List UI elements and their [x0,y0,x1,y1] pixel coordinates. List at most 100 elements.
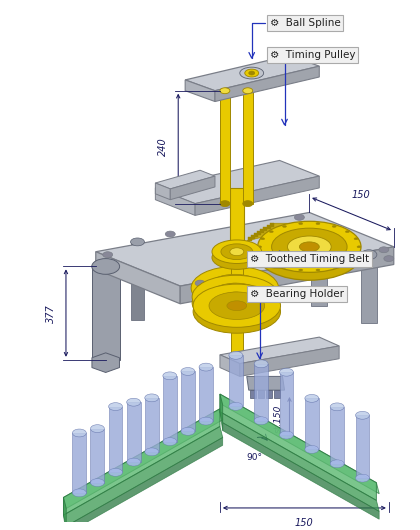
Ellipse shape [258,222,361,272]
Polygon shape [96,213,394,286]
Polygon shape [63,498,66,530]
Ellipse shape [163,438,177,446]
Ellipse shape [92,259,120,275]
Polygon shape [145,398,159,452]
Polygon shape [250,390,256,398]
Ellipse shape [131,238,144,246]
Ellipse shape [199,363,213,371]
Ellipse shape [90,479,105,487]
Ellipse shape [240,67,264,79]
Ellipse shape [72,429,86,437]
Ellipse shape [280,431,294,439]
Polygon shape [72,433,86,493]
Polygon shape [330,407,344,464]
Ellipse shape [225,283,245,293]
Ellipse shape [261,254,265,256]
Polygon shape [199,367,213,421]
Polygon shape [251,235,255,239]
Ellipse shape [287,236,331,258]
Polygon shape [155,161,319,204]
Polygon shape [260,229,264,233]
Text: 150: 150 [295,518,314,528]
Ellipse shape [258,229,361,280]
Ellipse shape [145,394,159,402]
Text: 377: 377 [46,304,56,323]
Polygon shape [270,223,274,227]
Bar [92,267,120,360]
Polygon shape [220,394,223,430]
Ellipse shape [249,71,255,75]
Ellipse shape [299,269,303,271]
Ellipse shape [272,228,347,266]
Ellipse shape [305,394,319,402]
Polygon shape [247,223,319,241]
Polygon shape [66,437,223,530]
Polygon shape [355,416,370,478]
Polygon shape [240,346,339,376]
Ellipse shape [330,460,344,467]
Polygon shape [185,80,215,102]
Ellipse shape [163,372,177,379]
Polygon shape [267,225,270,229]
Ellipse shape [245,69,259,77]
Polygon shape [155,188,195,215]
Ellipse shape [355,411,370,419]
Ellipse shape [345,261,349,263]
Polygon shape [170,176,215,200]
Text: 90°: 90° [247,453,262,462]
Polygon shape [181,372,195,431]
Polygon shape [215,66,319,102]
Ellipse shape [229,402,243,410]
Ellipse shape [294,215,304,220]
Ellipse shape [345,231,349,233]
Ellipse shape [127,398,141,406]
Polygon shape [63,427,223,526]
Ellipse shape [332,225,336,227]
Polygon shape [230,188,244,267]
Ellipse shape [361,250,377,260]
Polygon shape [90,429,105,483]
Polygon shape [96,252,180,304]
Polygon shape [63,409,220,515]
Polygon shape [220,355,240,376]
Polygon shape [92,353,119,373]
Bar [361,255,377,323]
Polygon shape [163,376,177,441]
Ellipse shape [355,474,370,482]
Text: 150: 150 [352,190,370,200]
Polygon shape [231,267,243,360]
Ellipse shape [280,368,294,376]
Text: ⚙  Timing Pulley: ⚙ Timing Pulley [270,50,355,60]
Ellipse shape [299,223,303,225]
Polygon shape [155,183,170,200]
Ellipse shape [384,255,394,261]
Ellipse shape [230,248,244,255]
Ellipse shape [227,301,247,311]
Ellipse shape [181,367,195,375]
Ellipse shape [192,281,280,324]
Ellipse shape [181,427,195,435]
Ellipse shape [354,238,358,240]
Ellipse shape [109,469,123,476]
Ellipse shape [379,247,389,253]
Text: st.150: st.150 [273,404,283,433]
Ellipse shape [193,290,281,333]
Ellipse shape [209,292,265,320]
Ellipse shape [261,238,265,240]
Polygon shape [220,394,376,500]
Ellipse shape [221,244,253,260]
Ellipse shape [305,446,319,453]
Polygon shape [155,170,215,189]
Ellipse shape [316,269,320,271]
Ellipse shape [269,231,273,233]
Ellipse shape [127,458,141,466]
Ellipse shape [254,360,268,368]
Ellipse shape [212,240,262,263]
Ellipse shape [192,275,280,319]
Ellipse shape [220,201,230,207]
Ellipse shape [103,252,113,258]
Ellipse shape [226,292,246,302]
Ellipse shape [109,403,123,411]
Polygon shape [220,412,379,511]
Polygon shape [247,262,319,268]
